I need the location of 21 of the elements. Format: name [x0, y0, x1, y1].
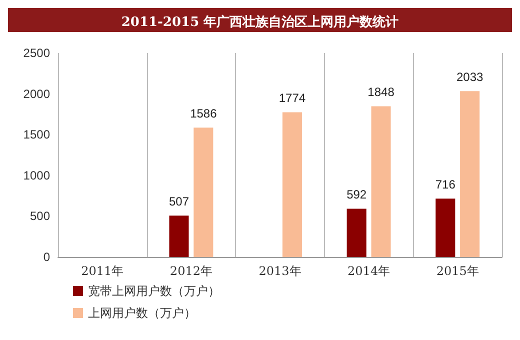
data-label: 2033	[456, 70, 484, 84]
y-tick-label: 1500	[23, 128, 50, 142]
data-label: 1586	[190, 106, 218, 121]
chart-title: 2011-2015 年广西壮族自治区上网用户数统计	[121, 14, 399, 30]
legend-label: 宽带上网用户数（万户）	[88, 284, 220, 298]
y-tick-label: 2500	[23, 46, 50, 60]
data-label: 1774	[278, 91, 306, 106]
y-tick-label: 2000	[23, 86, 50, 101]
x-tick-label: 2013年	[258, 264, 302, 278]
data-label: 716	[435, 178, 456, 192]
x-tick-label: 2014年	[348, 264, 390, 278]
data-label: 507	[168, 194, 190, 209]
legend-label: 上网用户数（万户）	[88, 306, 196, 320]
y-tick-label: 0	[43, 250, 50, 264]
x-tick-label: 2012年	[170, 264, 212, 278]
x-tick-label: 2015年	[436, 264, 479, 278]
data-label: 592	[346, 188, 367, 202]
x-tick-label: 2011年	[81, 264, 124, 278]
y-tick-label: 500	[30, 209, 50, 224]
y-tick-label: 1000	[23, 168, 50, 182]
data-label: 1848	[368, 85, 395, 100]
